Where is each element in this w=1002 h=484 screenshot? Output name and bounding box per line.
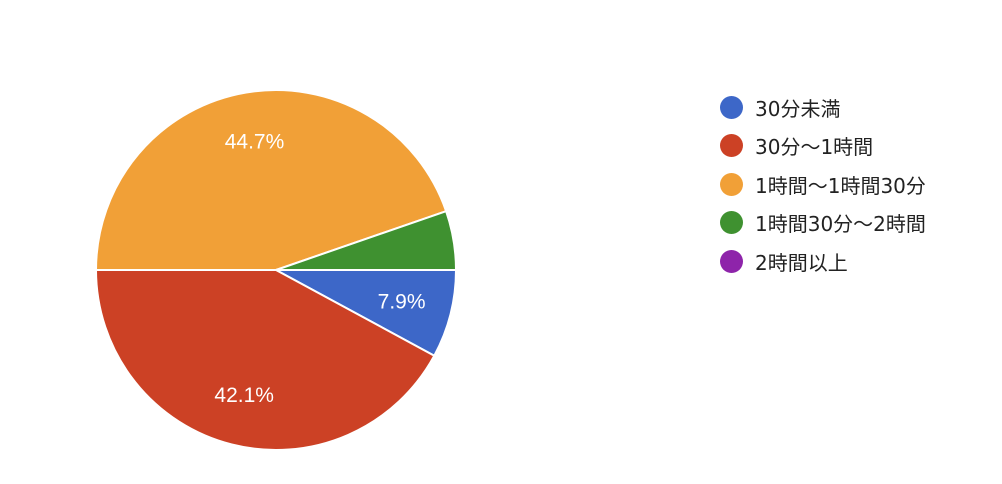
legend-swatch-icon — [720, 134, 743, 158]
pie-slice-label-3: 44.7% — [225, 131, 285, 154]
legend-label: 1時間〜1時間30分 — [755, 173, 926, 198]
legend-swatch-icon — [720, 95, 743, 119]
legend: 30分未満 30分〜1時間 1時間〜1時間30分 1時間30分〜2時間 2時間以上 — [720, 88, 926, 281]
pie-slice-3[interactable] — [95, 89, 448, 271]
legend-label: 1時間30分〜2時間 — [755, 212, 926, 237]
legend-item-4[interactable]: 1時間30分〜2時間 — [720, 204, 926, 243]
legend-label: 30分〜1時間 — [755, 135, 874, 160]
legend-item-3[interactable]: 1時間〜1時間30分 — [720, 165, 926, 204]
legend-label: 30分未満 — [755, 96, 841, 121]
pie-slice-2[interactable] — [95, 269, 436, 451]
pie-slice-label-1: 7.9% — [378, 290, 426, 313]
legend-label: 2時間以上 — [755, 250, 848, 275]
legend-item-1[interactable]: 30分未満 — [720, 88, 926, 127]
legend-swatch-icon — [720, 211, 743, 235]
legend-item-2[interactable]: 30分〜1時間 — [720, 127, 926, 166]
legend-item-5[interactable]: 2時間以上 — [720, 242, 926, 281]
pie-slice-labels: 7.9% 42.1% 44.7% — [214, 131, 425, 407]
legend-swatch-icon — [720, 172, 743, 196]
legend-swatch-icon — [720, 249, 743, 273]
pie-slice-4[interactable] — [275, 210, 457, 271]
pie-slice-label-2: 42.1% — [214, 384, 274, 407]
pie-slices — [95, 89, 457, 451]
